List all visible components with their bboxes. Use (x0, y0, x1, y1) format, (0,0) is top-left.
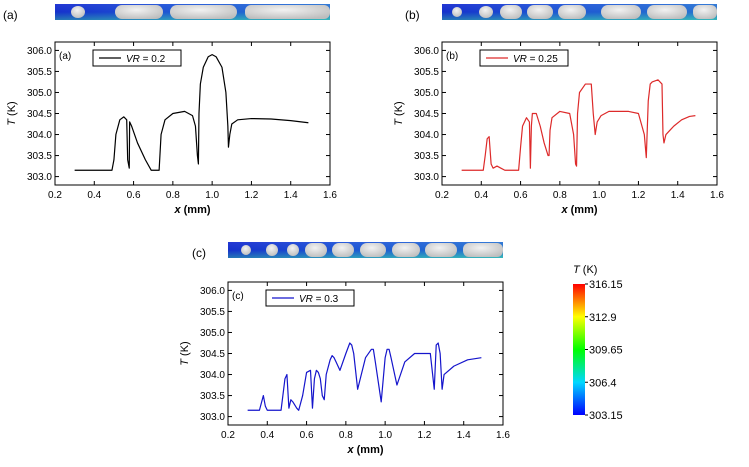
colorbar-tick-label: 303.15 (589, 410, 623, 422)
x-tick-label: 0.2 (221, 430, 235, 441)
x-tick-label: 1.6 (496, 430, 510, 441)
colorbar-gradient (573, 284, 585, 415)
y-tick-label: 305.0 (27, 88, 52, 99)
x-axis-label: x (mm) (346, 444, 383, 456)
x-tick-label: 1.0 (378, 430, 392, 441)
legend-text: VR = 0.25 (513, 54, 558, 65)
y-tick-label: 304.0 (200, 370, 225, 381)
channel-thumbnail-a (55, 4, 330, 20)
y-axis-label: T (K) (179, 341, 191, 365)
x-axis-label: x (mm) (560, 204, 597, 216)
y-tick-label: 306.0 (27, 46, 52, 57)
x-tick-label: 1.6 (323, 190, 337, 201)
legend-text: VR = 0.3 (299, 294, 339, 305)
x-tick-label: 0.4 (87, 190, 101, 201)
y-tick-label: 305.5 (414, 67, 439, 78)
x-tick-label: 1.4 (457, 430, 471, 441)
x-tick-label: 1.2 (631, 190, 645, 201)
inset-panel-label: (a) (59, 51, 71, 62)
inset-panel-label: (b) (446, 51, 458, 62)
y-tick-label: 305.5 (200, 307, 225, 318)
series-line (461, 79, 696, 171)
x-tick-label: 1.2 (244, 190, 258, 201)
x-tick-label: 0.2 (435, 190, 449, 201)
legend-text: VR = 0.2 (126, 54, 166, 65)
y-tick-label: 304.0 (27, 130, 52, 141)
legend-box (92, 49, 182, 67)
y-tick-label: 304.5 (27, 109, 52, 120)
colorbar-tick-label: 306.4 (589, 377, 617, 389)
x-tick-label: 1.4 (671, 190, 685, 201)
x-tick-label: 1.4 (284, 190, 298, 201)
panel-a-label: (a) (3, 8, 18, 22)
chart-c: 0.2 0.4 0.6 0.8 1.0 1.2 1.4 1.6 303.0 303.5 304.0 3… (179, 281, 510, 456)
y-tick-label: 303.5 (414, 151, 439, 162)
x-tick-label: 1.2 (417, 430, 431, 441)
x-tick-label: 1.0 (205, 190, 219, 201)
inset-panel-label: (c) (232, 291, 244, 302)
panel-b-label: (b) (405, 8, 420, 22)
x-tick-label: 0.8 (339, 430, 353, 441)
y-tick-label: 303.0 (200, 412, 225, 423)
x-tick-label: 0.4 (260, 430, 274, 441)
y-axis-label: T (K) (393, 101, 405, 125)
y-tick-label: 306.0 (200, 286, 225, 297)
series-line (247, 342, 482, 411)
x-tick-label: 0.6 (300, 430, 314, 441)
x-tick-label: 0.6 (127, 190, 141, 201)
x-tick-label: 0.6 (514, 190, 528, 201)
y-tick-label: 303.0 (27, 172, 52, 183)
channel-thumbnail-c (228, 242, 503, 258)
x-tick-label: 0.2 (48, 190, 62, 201)
y-tick-label: 305.0 (414, 88, 439, 99)
series-line (74, 54, 309, 171)
y-tick-label: 303.5 (200, 391, 225, 402)
channel-thumbnail-b (442, 4, 717, 20)
colorbar-tick-label: 312.9 (589, 312, 617, 324)
x-tick-label: 0.8 (553, 190, 567, 201)
x-tick-label: 1.6 (710, 190, 724, 201)
colorbar-title: T (K) (573, 264, 597, 276)
legend-box (479, 49, 569, 67)
y-tick-label: 303.5 (27, 151, 52, 162)
y-tick-label: 306.0 (414, 46, 439, 57)
legend-box (265, 289, 355, 307)
x-tick-label: 1.0 (592, 190, 606, 201)
x-axis-label: x (mm) (173, 204, 210, 216)
y-tick-label: 303.0 (414, 172, 439, 183)
panel-c-label: (c) (192, 246, 206, 260)
y-tick-label: 305.0 (200, 328, 225, 339)
colorbar: T (K) 316.15 312.9 309.65 306.4 303.15 (573, 264, 623, 422)
x-tick-label: 0.4 (474, 190, 488, 201)
x-tick-label: 0.8 (166, 190, 180, 201)
y-tick-label: 304.5 (200, 349, 225, 360)
chart-b: 0.2 0.4 0.6 0.8 1.0 1.2 1.4 1.6 303.0 303.5 304.0 3… (393, 41, 724, 216)
y-tick-label: 305.5 (27, 67, 52, 78)
y-tick-label: 304.5 (414, 109, 439, 120)
colorbar-tick-label: 309.65 (589, 345, 623, 357)
colorbar-tick-label: 316.15 (589, 279, 623, 291)
y-axis-label: T (K) (6, 101, 18, 125)
y-tick-label: 304.0 (414, 130, 439, 141)
chart-a: 0.2 0.4 0.6 0.8 1.0 1.2 1.4 1.6 303.0 303.5 304.0 3… (6, 41, 337, 216)
